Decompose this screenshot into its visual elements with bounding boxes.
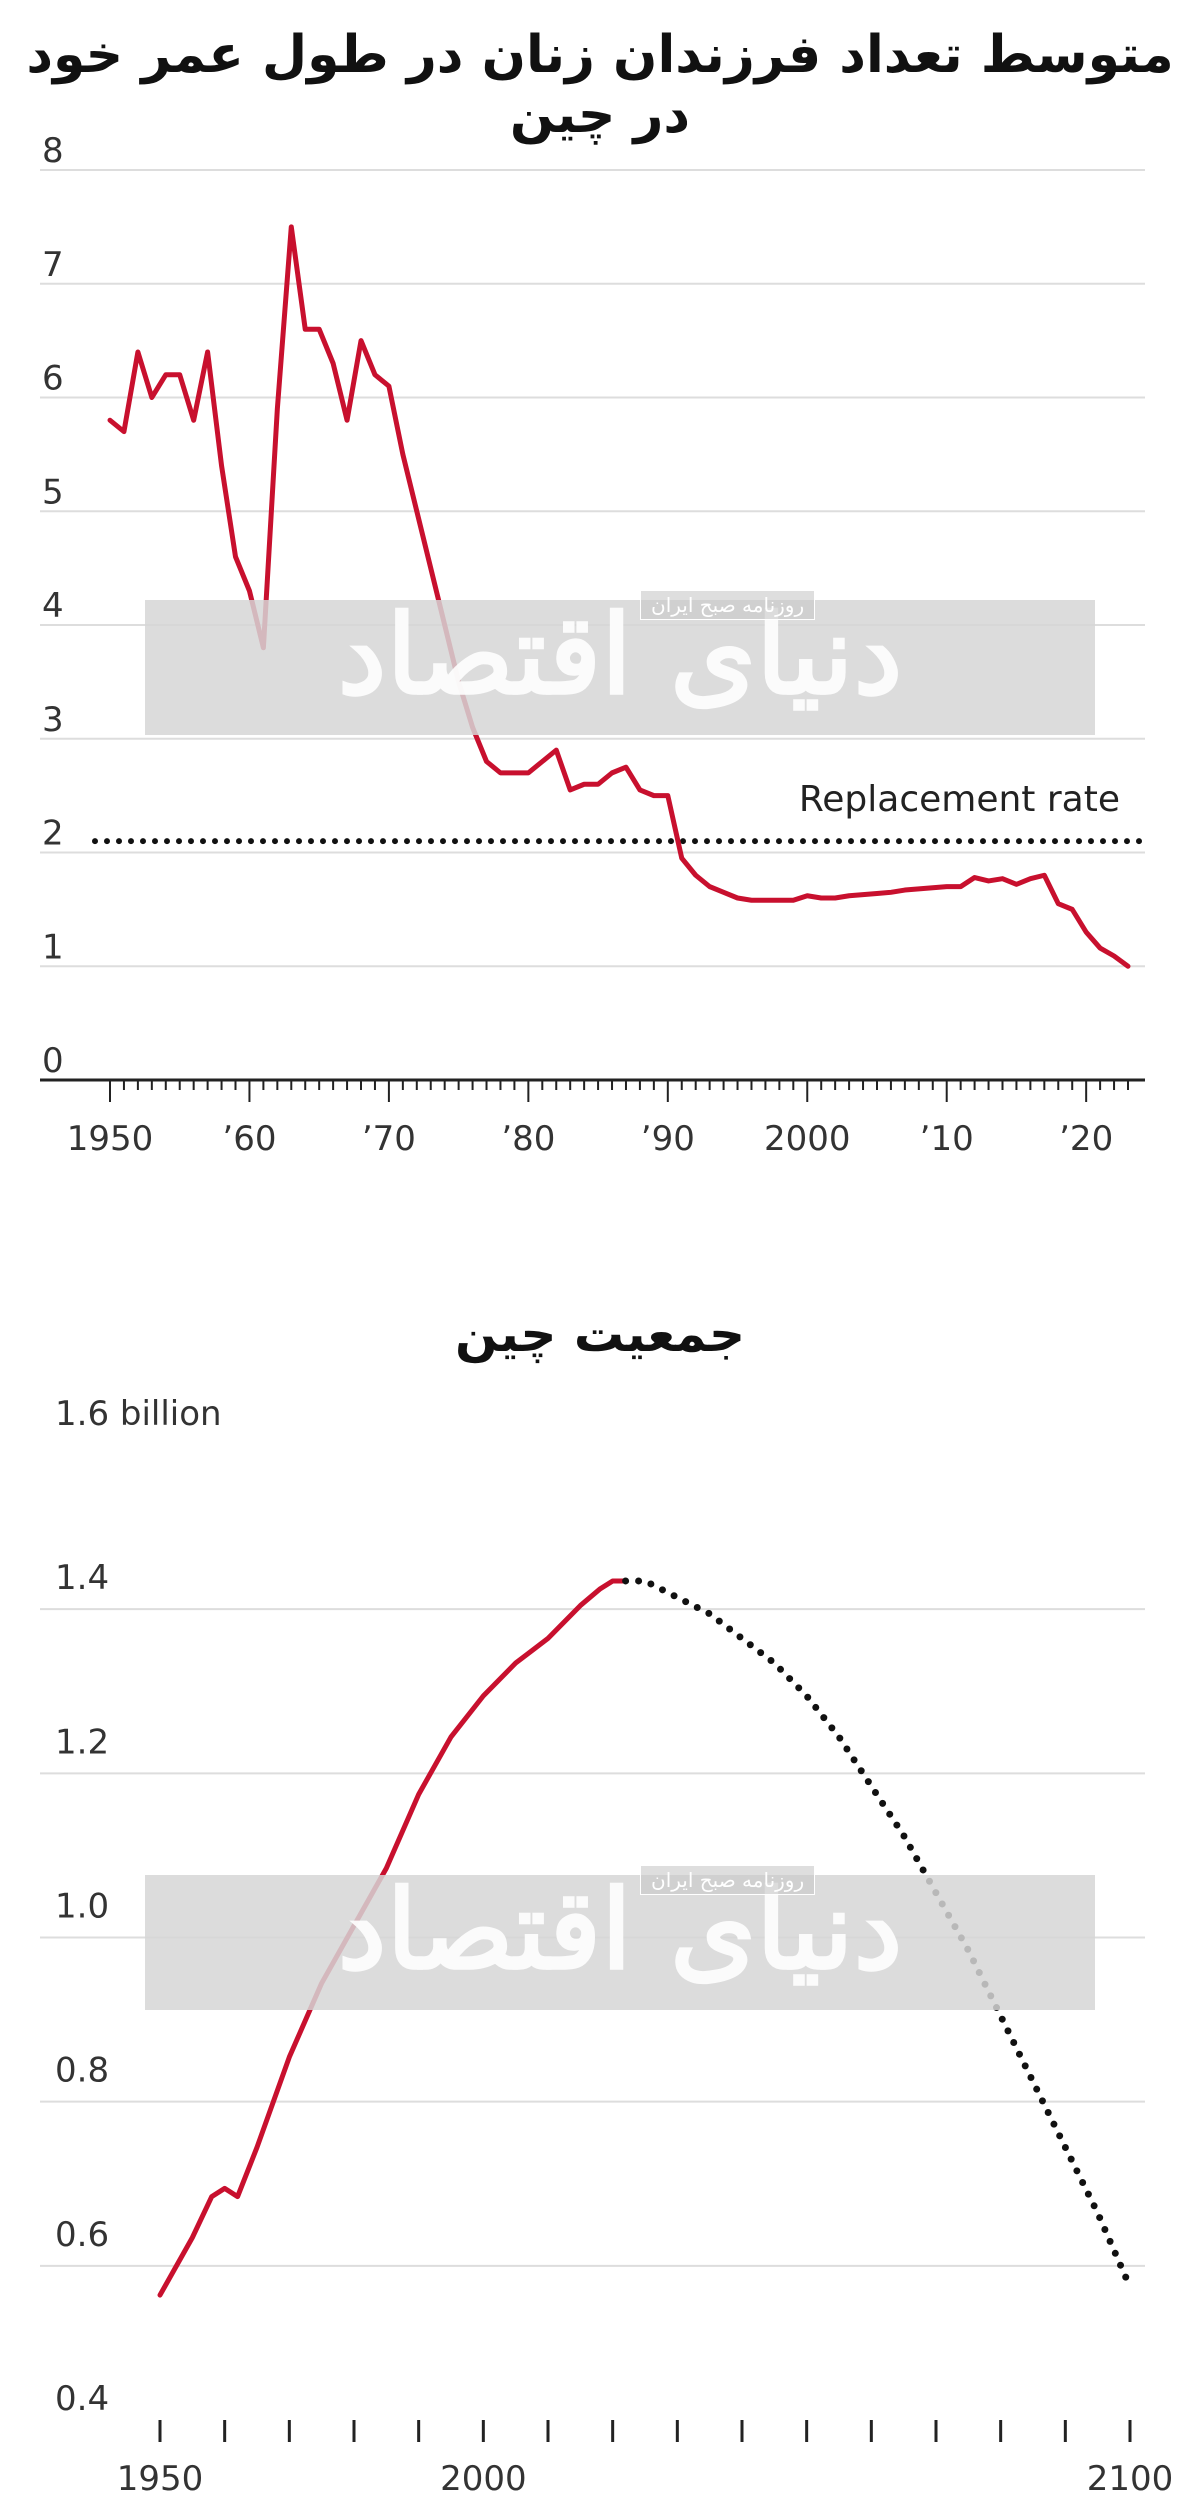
x-tick-label: ’10 [920,1119,974,1159]
replacement-rate-label: Replacement rate [799,779,1120,820]
population-projection-line [622,1577,1134,2291]
y-tick-label: 3 [42,700,64,740]
x-tick-label: 2000 [440,2459,527,2496]
y-tick-label: 0.4 [55,2379,109,2419]
x-tick-label: 1950 [67,1119,154,1159]
watermark-band [145,600,1095,735]
y-tick-label: 7 [42,245,64,285]
x-tick-label: 2000 [764,1119,851,1159]
y-tick-label: 6 [42,359,64,399]
y-tick-label: 1.0 [55,1887,109,1927]
fertility-line [107,224,1131,969]
watermark-band-2 [145,1875,1095,2010]
y-tick-label: 2 [42,814,64,854]
y-tick-label: 1.2 [55,1722,109,1762]
x-tick-label: ’70 [362,1119,416,1159]
population-history-line [157,1578,629,2298]
x-tick-label: ’20 [1059,1119,1113,1159]
y-tick-label: 0.8 [55,2051,109,2091]
y-tick-label: 0.6 [55,2215,109,2255]
y-tick-label: 1.6 billion [55,1394,222,1434]
watermark-brand-2: دنیای اقتصاد [337,1865,903,1994]
y-tick-label: 1 [42,927,64,967]
y-tick-label: 8 [42,131,64,171]
y-tick-label: 4 [42,586,64,626]
chart1-title: متوسط تعداد فرزندان زنان در طول عمر خود … [26,25,1174,145]
y-tick-label: 5 [42,472,64,512]
y-tick-label: 1.4 [55,1558,109,1598]
y-tick-label: 0 [42,1041,64,1081]
fertility-chart: 0 1 2 3 4 5 6 7 8 1950 ’60 ’70 ’80 ’90 2000 ’10 ’20 Repla… [40,131,1145,1159]
x-tick-label: ’80 [501,1119,555,1159]
x-tick-label: 2100 [1087,2459,1174,2496]
x-tick-label: ’90 [641,1119,695,1159]
x-tick-label: ’60 [222,1119,276,1159]
x-tick-label: 1950 [117,2459,204,2496]
watermark-tagline: روزنامه صبح ایران [640,590,816,620]
chart2-title: جمعیت چین [455,1305,745,1363]
watermark-tagline-2: روزنامه صبح ایران [640,1865,816,1895]
